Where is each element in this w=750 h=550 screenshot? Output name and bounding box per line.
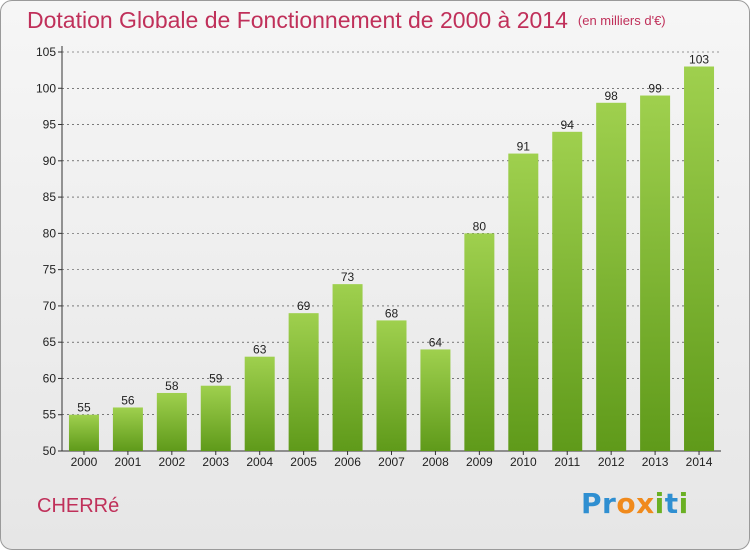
bar-value-label: 56	[121, 393, 135, 407]
y-tick-label: 100	[36, 81, 56, 95]
bar	[684, 66, 715, 451]
x-tick-label: 2012	[598, 455, 625, 469]
bar-value-label: 80	[473, 219, 487, 233]
bar-value-label: 64	[429, 335, 443, 349]
y-tick-label: 90	[43, 154, 57, 168]
x-tick-label: 2002	[158, 455, 185, 469]
bar	[288, 313, 319, 451]
bar-value-label: 59	[209, 372, 223, 386]
bar	[596, 102, 627, 452]
y-tick-label: 85	[43, 190, 57, 204]
chart-title-text: Dotation Globale de Fonctionnement de 20…	[27, 7, 568, 33]
y-tick-label: 80	[43, 226, 57, 240]
x-tick-label: 2004	[246, 455, 273, 469]
y-tick-label: 50	[43, 444, 57, 458]
x-tick-label: 2013	[642, 455, 669, 469]
bar	[508, 153, 539, 451]
x-tick-label: 2006	[334, 455, 361, 469]
y-tick-label: 65	[43, 335, 57, 349]
bar-value-label: 69	[297, 299, 311, 313]
bar-value-label: 63	[253, 343, 267, 357]
town-name: CHERRé	[37, 495, 120, 517]
x-tick-label: 2010	[510, 455, 537, 469]
chart-title: Dotation Globale de Fonctionnement de 20…	[27, 7, 666, 34]
bar-value-label: 98	[604, 89, 618, 103]
bar	[244, 356, 275, 451]
proxiti-logo: Proxiti	[581, 487, 689, 520]
y-tick-label: 60	[43, 371, 57, 385]
x-tick-label: 2005	[290, 455, 317, 469]
x-tick-label: 2003	[202, 455, 229, 469]
bar-value-label: 103	[689, 53, 709, 67]
bar-value-label: 55	[77, 401, 91, 415]
bar	[112, 407, 143, 451]
bar	[200, 385, 231, 451]
y-tick-label: 55	[43, 408, 57, 422]
y-tick-label: 105	[36, 45, 56, 59]
x-tick-label: 2000	[71, 455, 98, 469]
x-tick-label: 2014	[686, 455, 713, 469]
bar-value-label: 99	[648, 82, 662, 96]
bar-value-label: 68	[385, 306, 399, 320]
bar-value-label: 91	[517, 140, 531, 154]
bar	[640, 95, 671, 451]
x-tick-label: 2001	[115, 455, 142, 469]
y-tick-label: 75	[43, 263, 57, 277]
bar	[156, 392, 187, 451]
bar	[332, 284, 363, 451]
bar-value-label: 58	[165, 379, 179, 393]
x-tick-label: 2009	[466, 455, 493, 469]
bar	[464, 233, 495, 451]
bar-value-label: 94	[561, 118, 575, 132]
y-tick-label: 70	[43, 299, 57, 313]
bar	[68, 414, 99, 451]
bar	[552, 131, 583, 452]
x-tick-label: 2011	[554, 455, 580, 469]
bar-value-label: 73	[341, 270, 355, 284]
x-tick-label: 2008	[422, 455, 449, 469]
bar	[376, 320, 407, 451]
y-tick-label: 95	[43, 118, 57, 132]
x-tick-label: 2007	[378, 455, 405, 469]
chart-subtitle: (en milliers d'€)	[577, 13, 666, 28]
bar	[420, 349, 451, 451]
